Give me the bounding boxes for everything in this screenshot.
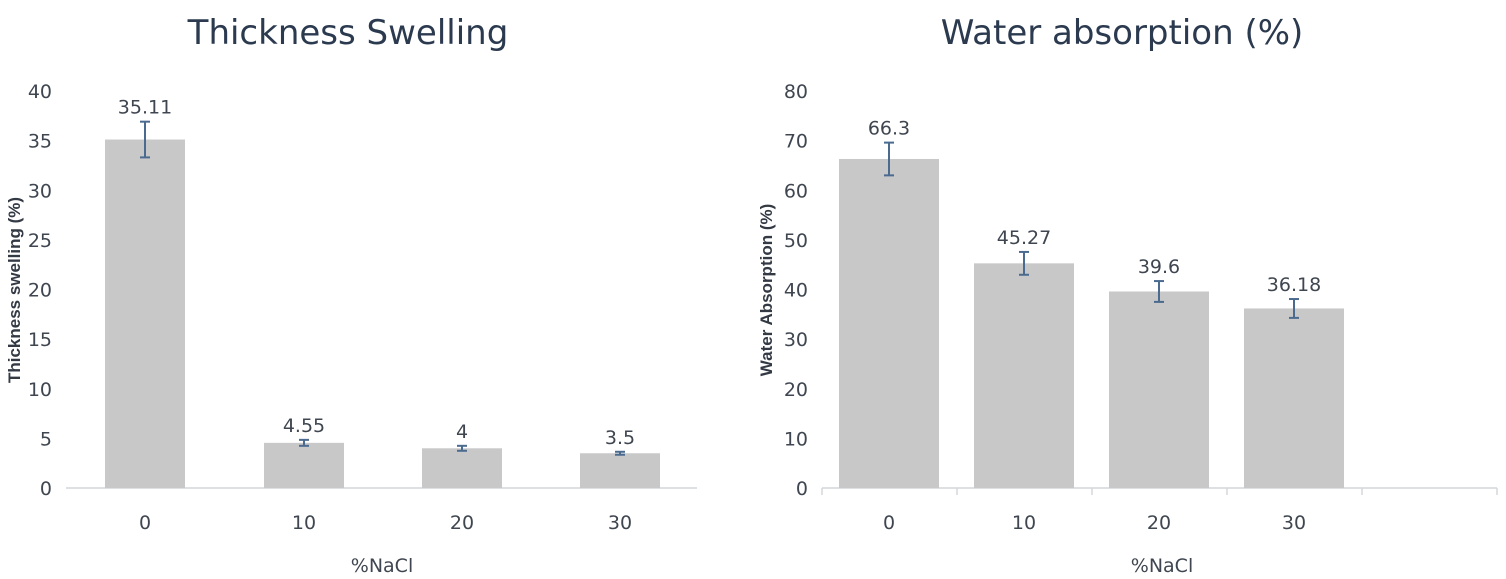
chart-title: Water absorption (%) xyxy=(941,13,1304,53)
y-tick-label: 15 xyxy=(28,329,52,351)
data-label: 3.5 xyxy=(605,427,635,449)
data-label: 4 xyxy=(456,421,468,443)
x-tick-label: 0 xyxy=(883,512,895,534)
data-label: 36.18 xyxy=(1267,274,1321,296)
y-tick-label: 0 xyxy=(796,478,808,500)
y-tick-label: 60 xyxy=(784,180,808,202)
x-tick-label: 20 xyxy=(1147,512,1171,534)
y-tick-label: 35 xyxy=(28,131,52,153)
y-tick-label: 30 xyxy=(784,329,808,351)
data-label: 39.6 xyxy=(1138,256,1180,278)
y-tick-label: 40 xyxy=(784,280,808,302)
bar xyxy=(974,263,1074,488)
bar xyxy=(580,453,660,488)
x-tick-label: 20 xyxy=(450,512,474,534)
bar xyxy=(422,448,502,488)
y-tick-label: 20 xyxy=(28,280,52,302)
bar xyxy=(839,158,939,488)
water-absorption-chart: Water absorption (%) Water Absorption (%… xyxy=(757,13,1498,577)
x-tick-label: 30 xyxy=(608,512,632,534)
chart-title: Thickness Swelling xyxy=(187,13,509,53)
y-tick-label: 25 xyxy=(28,230,52,252)
y-axis-label: Thickness swelling (%) xyxy=(5,197,24,383)
y-tick-label: 5 xyxy=(40,428,52,450)
x-axis-label: %NaCl xyxy=(1131,555,1193,577)
bar xyxy=(105,139,185,488)
y-tick-label: 30 xyxy=(28,180,52,202)
y-tick-label: 0 xyxy=(40,478,52,500)
y-axis-label: Water Absorption (%) xyxy=(757,204,776,377)
x-tick-label: 10 xyxy=(1012,512,1036,534)
y-tick-label: 40 xyxy=(28,81,52,103)
y-tick-label: 10 xyxy=(28,379,52,401)
thickness-swelling-chart: Thickness Swelling Thickness swelling (%… xyxy=(5,13,697,577)
y-tick-label: 20 xyxy=(784,379,808,401)
data-label: 4.55 xyxy=(283,415,325,437)
y-tick-label: 70 xyxy=(784,131,808,153)
data-label: 45.27 xyxy=(997,227,1051,249)
bar xyxy=(1109,291,1209,488)
bar xyxy=(264,442,344,488)
y-tick-label: 50 xyxy=(784,230,808,252)
bar xyxy=(1244,308,1344,488)
y-tick-label: 10 xyxy=(784,428,808,450)
x-tick-label: 0 xyxy=(139,512,151,534)
x-axis-label: %NaCl xyxy=(351,555,413,577)
data-label: 35.11 xyxy=(118,97,172,119)
data-label: 66.3 xyxy=(868,118,910,140)
y-tick-label: 80 xyxy=(784,81,808,103)
x-tick-label: 10 xyxy=(292,512,316,534)
x-tick-label: 30 xyxy=(1282,512,1306,534)
